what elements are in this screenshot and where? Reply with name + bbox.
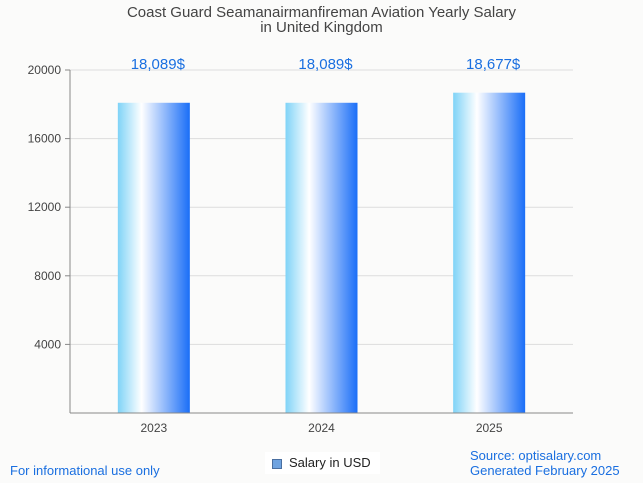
bar bbox=[117, 102, 190, 413]
y-tick-label: 8000 bbox=[34, 269, 61, 283]
y-tick-label: 4000 bbox=[34, 337, 61, 351]
generated-date: Generated February 2025 bbox=[470, 463, 620, 478]
data-label: 18,089$ bbox=[298, 56, 353, 73]
bar bbox=[453, 92, 526, 413]
chart-title-line-2: in United Kingdom bbox=[260, 19, 383, 36]
chart-title-line-1: Coast Guard Seamanairmanfireman Aviation… bbox=[126, 4, 517, 21]
x-tick-label: 2025 bbox=[476, 421, 503, 435]
source-link[interactable]: Source: optisalary.com bbox=[470, 448, 602, 463]
data-label: 18,677$ bbox=[466, 56, 521, 73]
data-label: 18,089$ bbox=[131, 56, 186, 73]
y-tick-label: 12000 bbox=[28, 200, 62, 214]
legend-swatch bbox=[272, 459, 282, 469]
x-tick-label: 2024 bbox=[308, 421, 335, 435]
legend-label: Salary in USD bbox=[289, 455, 371, 470]
x-tick-label: 2023 bbox=[140, 421, 167, 435]
legend: Salary in USD bbox=[265, 452, 380, 474]
y-tick-label: 20000 bbox=[28, 63, 62, 77]
y-tick-label: 16000 bbox=[28, 132, 62, 146]
disclaimer-text: For informational use only bbox=[10, 463, 160, 478]
bar bbox=[285, 102, 358, 413]
